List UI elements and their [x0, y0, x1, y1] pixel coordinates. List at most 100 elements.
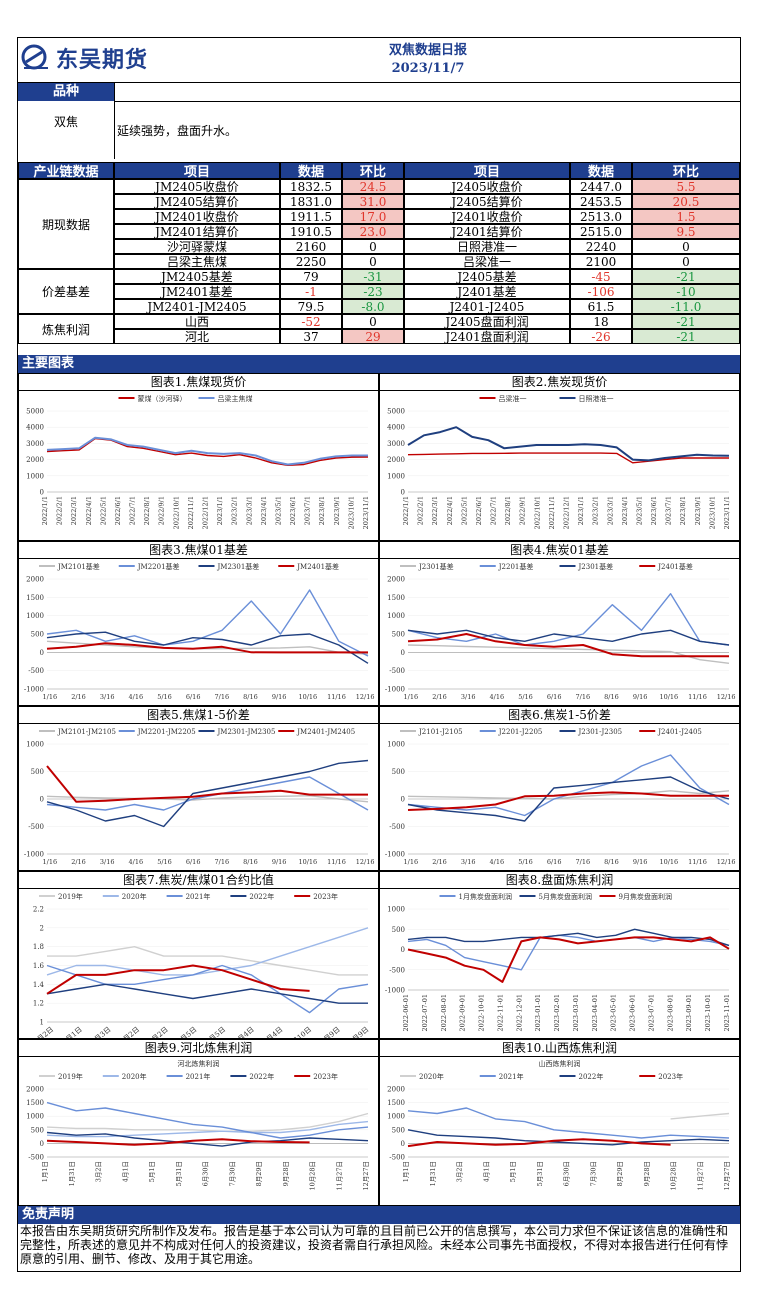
chart-panel: 图表5.焦煤1-5价差 JM2101-JM2105 JM2201-JM2205 JM2… — [18, 706, 379, 871]
x-tick-label: 10月28日 — [670, 1161, 678, 1191]
legend-label: 1月焦炭盘面利润 — [459, 892, 512, 901]
table-column-header: 环比 — [632, 162, 740, 179]
table-column-header: 数据 — [570, 162, 632, 179]
legend-label: J2101-J2105 — [418, 728, 463, 736]
y-tick-label: -500 — [389, 667, 405, 675]
table-cell: -10 — [632, 284, 740, 299]
table-cell: J2405基差 — [404, 269, 570, 284]
x-tick-label: 4月1日 — [482, 1161, 490, 1182]
x-tick-label: 12月27日 — [362, 1161, 370, 1191]
x-tick-label: 2022/11/1 — [548, 496, 556, 529]
x-tick-label: 2023/1/1 — [216, 496, 224, 525]
chart-svg: 山西炼焦利润 2020年 2021年 2022年 2023年 2000 1500 1000 50… — [387, 1059, 731, 1191]
x-tick-label: 2023/1/1 — [577, 496, 585, 525]
y-tick-label: 1500 — [387, 594, 405, 602]
y-tick-label: 1.4 — [33, 981, 45, 989]
divider — [114, 101, 740, 102]
x-tick-label: 5月31日 — [536, 1161, 544, 1186]
table-cell: 0 — [632, 239, 740, 254]
x-tick-label: 2022-11-01 — [496, 994, 504, 1031]
series-line — [46, 1120, 369, 1138]
table-cell: -23 — [342, 284, 404, 299]
y-tick-label: 1.6 — [33, 962, 45, 970]
chart-panel: 图表9.河北炼焦利润 河北炼焦利润 2019年 2020年 2021年 2022年 2023… — [18, 1039, 379, 1206]
x-tick-label: 7/16 — [576, 858, 591, 866]
table-cell: J2401收盘价 — [404, 209, 570, 224]
y-tick-label: 1500 — [26, 594, 44, 602]
series-line — [407, 452, 729, 464]
logo-icon — [21, 44, 48, 70]
series-line — [407, 754, 730, 817]
chart-svg: 河北炼焦利润 2019年 2020年 2021年 2022年 2023年 2000 1500 1… — [26, 1059, 370, 1191]
x-tick-label: 6/16 — [547, 693, 562, 701]
table-cell: 37 — [280, 329, 342, 344]
x-tick-label: 2022/4/1 — [446, 496, 454, 525]
y-tick-label: 500 — [392, 768, 405, 776]
table-cell: 2240 — [570, 239, 632, 254]
y-tick-label: 1000 — [26, 472, 44, 480]
x-tick-label: 2/16 — [432, 693, 447, 701]
x-tick-label: 2023/4/1 — [621, 496, 629, 525]
legend-label: 2021年 — [186, 892, 211, 901]
series-line — [407, 593, 730, 646]
variety-name: 双焦 — [53, 115, 78, 129]
x-tick-label: 2/16 — [71, 858, 86, 866]
series-line — [46, 631, 369, 664]
chart-svg: JM2101-JM2105 JM2201-JM2205 JM2301-JM2305 J… — [24, 728, 375, 866]
table-cell: 0 — [342, 254, 404, 269]
table-cell: JM2401收盘价 — [114, 209, 280, 224]
y-tick-label: 2000 — [387, 456, 405, 464]
x-tick-label: 3/16 — [461, 693, 476, 701]
x-tick-label: 2023/5/1 — [274, 496, 282, 525]
series-line — [407, 791, 729, 811]
y-tick-label: -1000 — [385, 851, 405, 859]
x-tick-label: 12月27日 — [723, 1161, 731, 1191]
legend-label: 2020年 — [419, 1072, 444, 1081]
table-column-header: 项目 — [114, 162, 280, 179]
x-tick-label: 1/16 — [404, 858, 419, 866]
legend-label: JM2301-JM2305 — [217, 728, 276, 736]
chart-title: 图表7.焦炭/焦煤01合约比值 — [19, 872, 378, 889]
chart-panel: 图表1.焦煤现货价 蒙煤（沙河驿） 吕梁主焦煤 5000 4000 3000 2000 100… — [18, 373, 379, 541]
x-tick-label: 11/16 — [688, 858, 707, 866]
series-line — [46, 1112, 369, 1132]
chart-panel: 图表4.焦炭01基差 J2301基差 J2201基差 J2301基差 J2401基差 20… — [379, 541, 740, 706]
table-cell: JM2405收盘价 — [114, 179, 280, 194]
x-tick-label: 2022/1/1 — [402, 496, 410, 525]
x-tick-label: 2023-07-01 — [647, 994, 655, 1031]
table-cell: 0 — [342, 314, 404, 329]
table-cell: -21 — [632, 314, 740, 329]
x-tick-label: 11/16 — [688, 693, 707, 701]
x-tick-label: 9/16 — [272, 693, 287, 701]
report-title: 双焦数据日报 — [388, 43, 467, 58]
x-tick-label: 2022/6/1 — [114, 496, 122, 525]
series-line — [407, 644, 730, 664]
x-tick-label: 8/16 — [243, 858, 258, 866]
x-tick-label: 2022-08-01 — [440, 994, 448, 1031]
table-cell: J2405盘面利润 — [404, 314, 570, 329]
y-tick-label: 500 — [31, 1126, 44, 1134]
x-tick-label: 2023-09-01 — [685, 994, 693, 1031]
x-tick-label: 7/16 — [576, 693, 591, 701]
table-cell: 79 — [280, 269, 342, 284]
x-tick-label: 5月31日 — [175, 1161, 183, 1186]
y-tick-label: 2000 — [387, 576, 405, 584]
series-line — [46, 642, 368, 654]
table-cell: JM2405结算价 — [114, 194, 280, 209]
y-tick-label: 2000 — [26, 456, 44, 464]
table-column-header: 环比 — [342, 162, 404, 179]
x-tick-label: 2023-02-01 — [553, 994, 561, 1031]
x-tick-label: 2022-12-01 — [515, 994, 523, 1031]
chart-svg: 2019年 2020年 2021年 2022年 2023年 2.2 2 1.8 1.6 1.4 1.… — [32, 892, 370, 1038]
x-tick-label: 2022/11/1 — [187, 496, 195, 529]
chart-title: 图表8.盘面炼焦利润 — [380, 872, 739, 889]
x-tick-label: 11月27日 — [335, 1161, 343, 1191]
series-line — [46, 759, 369, 828]
table-cell: -45 — [570, 269, 632, 284]
y-tick-label: -500 — [389, 966, 405, 974]
y-tick-label: 0 — [40, 649, 44, 657]
table-cell: JM2401基差 — [114, 284, 280, 299]
table-cell: -52 — [280, 314, 342, 329]
x-tick-label: 7月30日 — [228, 1161, 236, 1186]
x-tick-label: 2023/2/1 — [231, 496, 239, 525]
